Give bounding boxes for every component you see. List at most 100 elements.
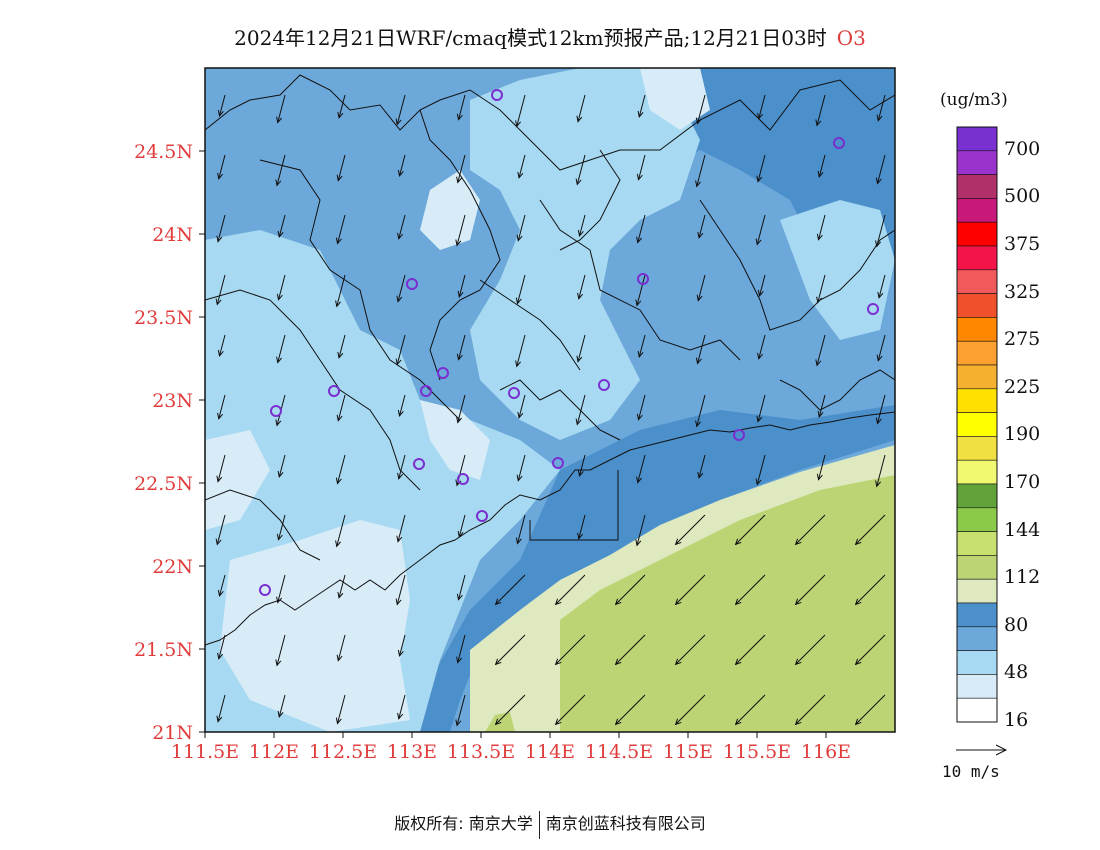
wind-arrow bbox=[276, 574, 286, 604]
wind-arrow bbox=[816, 454, 826, 481]
wind-arrow bbox=[674, 634, 706, 666]
station-marker bbox=[328, 385, 340, 397]
wind-arrow bbox=[397, 634, 406, 658]
wind-arrow bbox=[516, 214, 526, 242]
lon-label: 112.5E bbox=[309, 741, 377, 763]
field-sea-112-144 bbox=[560, 475, 895, 732]
wind-arrow bbox=[815, 94, 826, 127]
wind-arrow bbox=[216, 214, 226, 243]
wind-arrow bbox=[577, 454, 586, 478]
footer-right: 南京创蓝科技有限公司 bbox=[545, 814, 706, 833]
wind-arrow bbox=[854, 694, 886, 726]
lat-label: 22.5N bbox=[134, 473, 193, 495]
legend-label: 190 bbox=[1004, 423, 1041, 446]
field-light-zone-east bbox=[780, 200, 895, 340]
county-line-5 bbox=[559, 149, 621, 251]
station-marker bbox=[259, 584, 271, 596]
legend-label: 48 bbox=[1004, 661, 1029, 684]
wind-vectors bbox=[215, 94, 886, 727]
wind-arrow bbox=[554, 574, 586, 606]
wind-arrow bbox=[215, 274, 226, 306]
wind-arrow bbox=[337, 574, 346, 599]
lat-label: 24N bbox=[152, 224, 193, 246]
wind-arrow bbox=[757, 94, 766, 120]
station-marker bbox=[491, 89, 503, 101]
wind-arrow bbox=[335, 514, 346, 548]
legend-swatch bbox=[956, 293, 998, 318]
wind-arrow bbox=[674, 694, 706, 726]
wind-arrow bbox=[635, 514, 646, 547]
wind-arrow bbox=[277, 454, 286, 478]
wind-arrow bbox=[576, 334, 586, 363]
wind-arrow bbox=[397, 694, 406, 720]
station-marker bbox=[406, 278, 418, 290]
wind-arrow bbox=[636, 154, 646, 181]
wind-arrow bbox=[697, 454, 706, 479]
wind-arrow bbox=[854, 634, 886, 666]
wind-arrow bbox=[854, 514, 886, 546]
wind-arrow bbox=[614, 694, 646, 726]
wind-arrow bbox=[695, 334, 706, 365]
province-boundary-north bbox=[205, 74, 895, 171]
legend-label: 112 bbox=[1004, 566, 1041, 589]
wind-arrow bbox=[494, 574, 526, 606]
wind-arrow bbox=[757, 334, 766, 360]
legend-label: 500 bbox=[1004, 185, 1041, 208]
wind-arrow bbox=[854, 574, 886, 606]
title-species: O3 bbox=[836, 26, 866, 50]
wind-arrow bbox=[277, 214, 286, 238]
lat-label: 23N bbox=[152, 390, 193, 412]
wind-arrow bbox=[396, 274, 406, 303]
wind-arrow bbox=[396, 514, 406, 543]
legend-label: 225 bbox=[1004, 375, 1041, 398]
legend-label: 325 bbox=[1004, 280, 1041, 303]
legend-frame bbox=[956, 126, 998, 723]
wind-arrow bbox=[875, 394, 886, 425]
wind-arrow bbox=[217, 334, 226, 358]
field-pale-zone-southwest bbox=[220, 520, 410, 732]
county-line-8 bbox=[205, 489, 321, 561]
wind-arrow bbox=[614, 574, 646, 606]
wind-arrow bbox=[696, 274, 706, 302]
wind-arrow bbox=[614, 634, 646, 666]
wind-arrow bbox=[217, 394, 226, 420]
legend-swatch bbox=[956, 626, 998, 651]
wind-arrow bbox=[217, 574, 226, 598]
wind-arrow bbox=[816, 274, 826, 304]
wind-arrow bbox=[277, 694, 286, 718]
wind-arrow bbox=[395, 334, 406, 366]
wind-arrow bbox=[575, 154, 586, 186]
lat-label: 23.5N bbox=[134, 307, 193, 329]
wind-arrow bbox=[756, 154, 766, 183]
county-line-4 bbox=[539, 199, 741, 361]
title-main: 2024年12月21日WRF/cmaq模式12km预报产品;12月21日03时 bbox=[234, 26, 827, 50]
wind-arrow bbox=[577, 214, 586, 238]
field-dark-zone-coast bbox=[420, 405, 895, 732]
station-marker bbox=[733, 429, 745, 441]
wind-arrow bbox=[456, 154, 466, 184]
wind-arrow bbox=[456, 334, 466, 361]
lat-labels: 24.5N 24N 23.5N 23N 22.5N 22N 21.5N 21N bbox=[134, 141, 193, 744]
legend-swatch bbox=[956, 245, 998, 271]
wind-arrow bbox=[217, 154, 226, 180]
wind-arrow bbox=[636, 214, 646, 244]
wind-arrow bbox=[337, 94, 346, 119]
wind-arrow bbox=[554, 694, 586, 726]
lat-label: 24.5N bbox=[134, 141, 193, 163]
station-marker bbox=[476, 510, 488, 522]
wind-arrow bbox=[335, 274, 346, 308]
wind-arrow bbox=[577, 274, 586, 300]
wind-arrow bbox=[815, 334, 826, 367]
field-sea-small bbox=[485, 712, 515, 732]
lon-label: 113E bbox=[387, 741, 437, 763]
wind-arrow bbox=[397, 394, 406, 418]
legend-label: 170 bbox=[1004, 471, 1041, 493]
legend-swatch bbox=[956, 602, 998, 628]
legend-swatch bbox=[956, 174, 998, 199]
wind-arrow bbox=[515, 94, 526, 128]
wind-arrow bbox=[794, 694, 826, 726]
wind-arrow bbox=[734, 694, 766, 726]
wind-arrow bbox=[875, 454, 886, 488]
page-title: 2024年12月21日WRF/cmaq模式12km预报产品;12月21日03时 O… bbox=[0, 22, 1100, 51]
station-marker bbox=[867, 303, 879, 315]
